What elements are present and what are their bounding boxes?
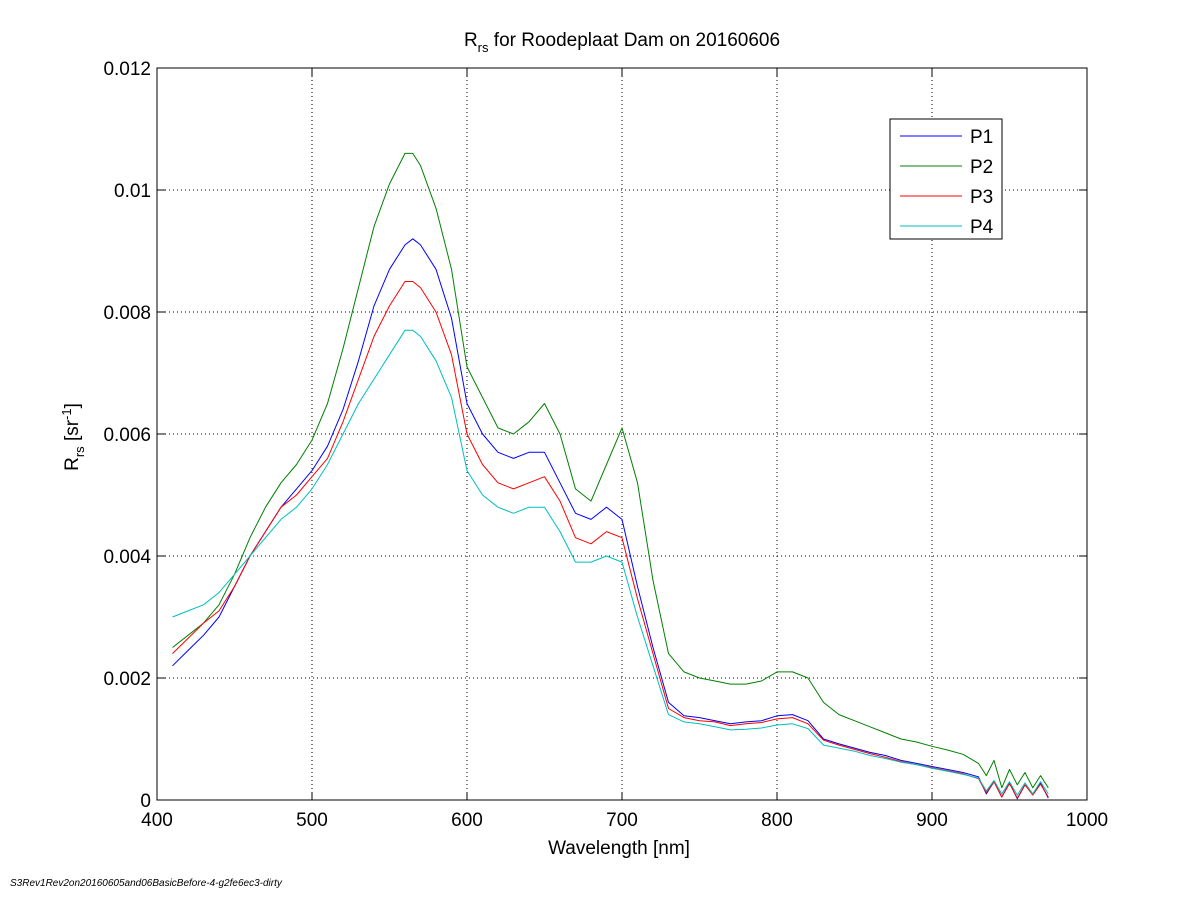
y-tick-label: 0.008: [103, 303, 151, 324]
legend-label: P4: [970, 217, 994, 238]
footer-note: S3Rev1Rev2on20160605and06BasicBefore-4-g…: [10, 878, 282, 889]
legend: P1 P2 P3 P4: [890, 119, 1002, 239]
x-tick-label: 700: [606, 810, 638, 831]
x-tick-label: 600: [451, 810, 483, 831]
legend-label: P3: [970, 187, 993, 208]
y-tick-label: 0.012: [103, 59, 151, 80]
y-tick-label: 0.004: [103, 547, 151, 568]
x-tick-label: 900: [916, 810, 948, 831]
x-tick-label: 800: [761, 810, 793, 831]
y-tick-label: 0.002: [103, 669, 151, 690]
legend-label: P2: [970, 157, 993, 178]
x-tick-label: 1000: [1066, 810, 1108, 831]
y-tick-label: 0.01: [114, 181, 151, 202]
y-tick-label: 0: [140, 791, 151, 812]
legend-label: P1: [970, 127, 993, 148]
x-tick-label: 500: [296, 810, 328, 831]
x-tick-label: 400: [141, 810, 173, 831]
y-tick-label: 0.006: [103, 425, 151, 446]
x-axis-label: Wavelength [nm]: [548, 838, 690, 859]
